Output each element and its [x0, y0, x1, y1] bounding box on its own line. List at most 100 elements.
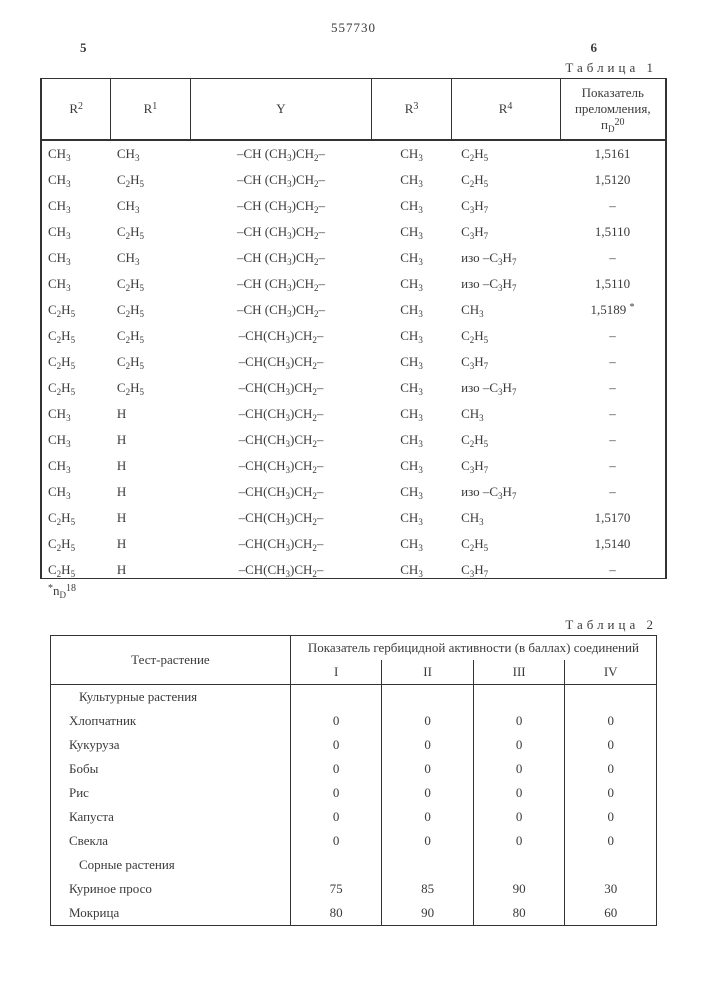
t2-cell: 0 — [382, 757, 474, 781]
t1-header: R1 — [111, 79, 190, 141]
t2-section-title: Сорные растения — [51, 853, 291, 877]
t2-colhead: IV — [565, 660, 657, 685]
t1-cell: C2H5 — [451, 427, 560, 453]
t1-cell: –CH(CH3)CH2– — [190, 349, 372, 375]
t2-cell: 0 — [290, 781, 382, 805]
t1-cell: CH3 — [372, 271, 451, 297]
left-colnum: 5 — [80, 40, 87, 56]
t2-cell: 0 — [382, 829, 474, 853]
t1-cell: – — [560, 401, 666, 427]
t2-cell: Бобы — [51, 757, 291, 781]
t1-cell: CH3 — [41, 453, 111, 479]
t1-cell: –CH(CH3)CH2– — [190, 323, 372, 349]
t1-cell: – — [560, 193, 666, 219]
t1-cell: CH3 — [372, 167, 451, 193]
t1-cell: –CH(CH3)CH2– — [190, 375, 372, 401]
t2-cell — [290, 685, 382, 710]
t1-cell: изо –C3H7 — [451, 245, 560, 271]
t2-cell: 0 — [473, 733, 565, 757]
t2-cell — [473, 685, 565, 710]
t1-cell: –CH(CH3)CH2– — [190, 557, 372, 579]
t2-cell: Хлопчатник — [51, 709, 291, 733]
t2-cell: Кукуруза — [51, 733, 291, 757]
t1-cell: C2H5 — [111, 349, 190, 375]
t1-cell: –CH (CH3)CH2– — [190, 271, 372, 297]
t1-cell: H — [111, 401, 190, 427]
t2-cell: 0 — [565, 829, 657, 853]
t1-cell: 1,5110 — [560, 219, 666, 245]
t1-header: Y — [190, 79, 372, 141]
t1-cell: CH3 — [111, 193, 190, 219]
t1-cell: C3H7 — [451, 219, 560, 245]
t2-cell: 90 — [382, 901, 474, 926]
t1-cell: CH3 — [41, 219, 111, 245]
table-1: R2R1YR3R4Показатель преломления, пD20 CH… — [40, 78, 667, 579]
t1-cell: C2H5 — [41, 557, 111, 579]
t1-cell: –CH(CH3)CH2– — [190, 505, 372, 531]
t1-cell: CH3 — [41, 245, 111, 271]
t1-cell: CH3 — [372, 193, 451, 219]
t1-cell: изо –C3H7 — [451, 375, 560, 401]
t2-cell: 0 — [565, 709, 657, 733]
t1-header: R3 — [372, 79, 451, 141]
t2-head-metric: Показатель гербицидной активности (в бал… — [290, 636, 656, 661]
t1-cell: –CH(CH3)CH2– — [190, 427, 372, 453]
t1-cell: CH3 — [372, 453, 451, 479]
t2-cell: Куриное просо — [51, 877, 291, 901]
t2-cell — [382, 685, 474, 710]
t1-cell: C3H7 — [451, 193, 560, 219]
t1-cell: H — [111, 505, 190, 531]
t1-cell: CH3 — [41, 167, 111, 193]
t1-cell: CH3 — [372, 349, 451, 375]
t2-section-title: Культурные растения — [51, 685, 291, 710]
t2-cell: 0 — [290, 757, 382, 781]
t1-cell: – — [560, 427, 666, 453]
t2-cell: Капуста — [51, 805, 291, 829]
t1-cell: CH3 — [372, 479, 451, 505]
t1-cell: C2H5 — [451, 531, 560, 557]
t2-cell: 0 — [565, 757, 657, 781]
t1-cell: – — [560, 323, 666, 349]
t2-cell: 0 — [382, 781, 474, 805]
t1-cell: CH3 — [111, 245, 190, 271]
t2-colhead: I — [290, 660, 382, 685]
t2-cell — [290, 853, 382, 877]
t1-header: R4 — [451, 79, 560, 141]
t1-cell: –CH (CH3)CH2– — [190, 297, 372, 323]
t2-cell: 0 — [290, 805, 382, 829]
t2-cell: 0 — [473, 709, 565, 733]
t1-cell: –CH (CH3)CH2– — [190, 140, 372, 167]
t1-header: R2 — [41, 79, 111, 141]
table1-caption: Таблица 1 — [40, 60, 657, 76]
t2-cell: 85 — [382, 877, 474, 901]
t2-cell: 0 — [473, 781, 565, 805]
column-numbers: 5 6 — [40, 40, 667, 56]
t2-cell: 0 — [473, 805, 565, 829]
t2-cell: 0 — [473, 757, 565, 781]
t1-cell: CH3 — [372, 245, 451, 271]
t1-cell: H — [111, 453, 190, 479]
t1-cell: CH3 — [372, 557, 451, 579]
t1-cell: C2H5 — [111, 323, 190, 349]
t2-cell: 0 — [473, 829, 565, 853]
t1-cell: CH3 — [372, 297, 451, 323]
t1-cell: – — [560, 245, 666, 271]
t1-cell: C2H5 — [41, 375, 111, 401]
t1-cell: CH3 — [41, 479, 111, 505]
t1-cell: C2H5 — [41, 505, 111, 531]
t1-cell: CH3 — [451, 297, 560, 323]
t2-cell: 0 — [565, 805, 657, 829]
t1-header: Показатель преломления, пD20 — [560, 79, 666, 141]
t1-cell: H — [111, 427, 190, 453]
t1-cell: 1,5110 — [560, 271, 666, 297]
t1-cell: C2H5 — [41, 297, 111, 323]
t2-cell — [382, 853, 474, 877]
t2-cell: 0 — [290, 829, 382, 853]
t1-cell: CH3 — [372, 375, 451, 401]
t1-cell: 1,5189 * — [560, 297, 666, 323]
t1-cell: C2H5 — [111, 375, 190, 401]
t1-cell: –CH (CH3)CH2– — [190, 245, 372, 271]
t1-cell: – — [560, 453, 666, 479]
t2-cell: 0 — [565, 733, 657, 757]
t2-cell — [473, 853, 565, 877]
